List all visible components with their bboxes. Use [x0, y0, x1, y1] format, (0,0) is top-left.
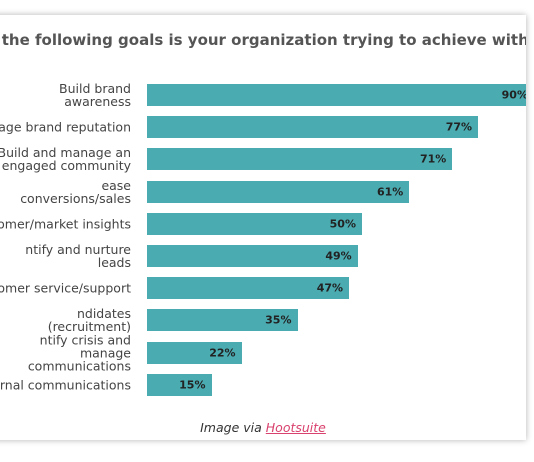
caption: Image via Hootsuite — [0, 420, 526, 435]
bar — [147, 277, 350, 300]
category-label: Build and manage an engaged community — [0, 145, 131, 174]
category-label: ernal communications — [0, 377, 131, 393]
bar — [147, 341, 242, 364]
category-label: Build brand awareness — [59, 81, 131, 109]
value-label: 47% — [316, 281, 344, 295]
category-label: ndidates (recruitment) — [47, 306, 131, 335]
value-label: 50% — [329, 217, 356, 231]
category-label: ntify crisis and manage communications — [27, 332, 131, 374]
category-label: ntify and nurture leads — [25, 242, 131, 270]
bar — [147, 212, 362, 235]
chart-title: f the following goals is your organizati… — [0, 31, 526, 49]
category-label: tomer service/support — [0, 280, 131, 296]
category-label: tomer/market insights — [0, 216, 131, 232]
caption-link[interactable]: Hootsuite — [265, 420, 326, 435]
value-label: 22% — [209, 346, 236, 360]
bar — [147, 116, 479, 139]
chart-card: f the following goals is your organizati… — [0, 15, 526, 440]
bar — [147, 180, 410, 203]
category-label: nage brand reputation — [0, 119, 131, 135]
caption-text: Image via — [200, 420, 262, 435]
value-label: 77% — [445, 120, 473, 134]
bar — [147, 148, 453, 171]
bar — [147, 373, 212, 396]
value-label: 61% — [376, 185, 404, 199]
value-label: 35% — [265, 313, 292, 327]
value-label: 71% — [419, 152, 447, 166]
value-label: 90% — [501, 88, 526, 102]
value-label: 15% — [179, 378, 206, 392]
bar — [147, 245, 358, 267]
bar — [147, 84, 526, 106]
bar — [147, 309, 298, 332]
value-label: 49% — [325, 249, 352, 263]
category-label: ease conversions/sales — [20, 177, 131, 206]
